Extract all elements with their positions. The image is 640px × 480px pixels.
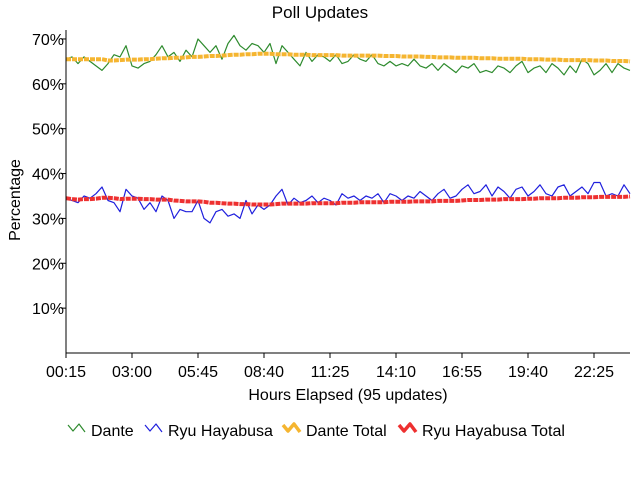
x-tick-label: 03:00 <box>112 364 152 381</box>
x-tick-label: 11:25 <box>311 364 350 381</box>
series-line-ryu-hayabusa-total <box>65 194 631 207</box>
legend-label-ryu-hayabusa-total: Ryu Hayabusa Total <box>422 423 565 440</box>
x-tick-label: 14:10 <box>376 364 416 381</box>
x-tick-label: 05:45 <box>178 364 218 381</box>
x-tick-label: 22:25 <box>574 364 614 381</box>
y-tick-label: 30% <box>32 211 64 228</box>
y-tick-label: 40% <box>32 167 64 184</box>
y-tick-label: 20% <box>32 256 64 273</box>
x-tick-label: 08:40 <box>244 364 284 381</box>
x-axis-ticks: 00:15 03:00 05:45 08:40 11:25 14:10 16:55 19:40… <box>46 353 614 381</box>
x-axis-label: Hours Elapsed (95 updates) <box>248 387 447 404</box>
y-tick-label: 60% <box>32 77 64 94</box>
legend-swatch-dante-total <box>281 422 302 434</box>
y-axis-ticks: 10% 20% 30% 40% 50% 60% 70% <box>32 32 66 318</box>
series-lines <box>65 34 631 224</box>
x-tick-label: 16:55 <box>442 364 482 381</box>
legend-swatch-dante <box>67 423 86 433</box>
y-axis-label: Percentage <box>7 159 24 241</box>
y-tick-label: 10% <box>32 301 64 318</box>
legend-swatch-ryu-hayabusa <box>144 423 163 433</box>
x-tick-label: 19:40 <box>508 364 548 381</box>
series-line-dante-total <box>66 51 631 64</box>
legend-label-dante-total: Dante Total <box>306 423 387 440</box>
x-tick-label: 00:15 <box>46 364 86 381</box>
legend-label-dante: Dante <box>91 423 134 440</box>
legend-swatch-ryu-hayabusa-total <box>397 422 418 434</box>
series-line-dante <box>65 34 631 76</box>
legend: Dante Ryu Hayabusa Dante Total Ryu Hayabusa… <box>67 422 565 440</box>
y-tick-label: 50% <box>32 122 64 139</box>
legend-label-ryu-hayabusa: Ryu Hayabusa <box>168 423 273 440</box>
y-tick-label: 70% <box>32 32 64 49</box>
chart-title: Poll Updates <box>272 3 368 22</box>
